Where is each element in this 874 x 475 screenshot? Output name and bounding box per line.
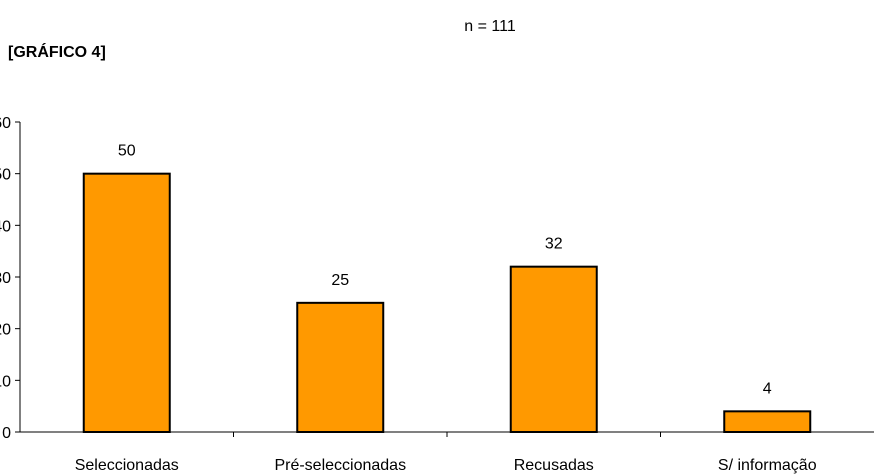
y-tick-label: 0 xyxy=(2,425,11,442)
bar xyxy=(296,301,385,434)
bar xyxy=(723,410,812,434)
data-label: 25 xyxy=(331,272,349,289)
y-tick-label: 50 xyxy=(0,167,11,184)
x-tick-label: Recusadas xyxy=(514,457,594,474)
plot-area: 0 10 20 30 40 50 60 50 Seleccionadas 25 Pré-selecc… xyxy=(0,115,874,474)
x-tick-label: S/ informação xyxy=(718,457,817,474)
x-tick-label: Seleccionadas xyxy=(75,457,179,474)
data-label: 50 xyxy=(118,143,136,160)
y-tick-label: 10 xyxy=(0,373,11,390)
chart-title: [GRÁFICO 4] xyxy=(8,42,106,61)
y-tick-label: 60 xyxy=(0,115,11,132)
data-label: 4 xyxy=(763,380,772,397)
chart-subtitle: n = 111 xyxy=(464,18,516,35)
data-label: 32 xyxy=(545,236,563,253)
y-tick-label: 40 xyxy=(0,218,11,235)
bar xyxy=(509,265,598,433)
x-tick-label: Pré-seleccionadas xyxy=(274,457,406,474)
bar xyxy=(82,172,171,434)
y-tick-label: 20 xyxy=(0,322,11,339)
y-tick-label: 30 xyxy=(0,270,11,287)
